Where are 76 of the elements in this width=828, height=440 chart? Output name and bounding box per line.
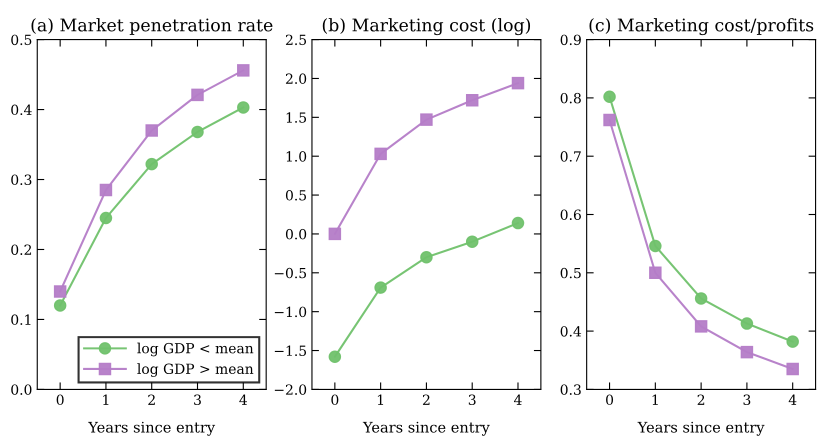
x-tick-label: 0 bbox=[56, 394, 64, 406]
chart-title: (b) Marketing cost (log) bbox=[322, 18, 530, 36]
point bbox=[374, 281, 387, 294]
y-tick-label: 0.1 bbox=[11, 314, 30, 325]
point bbox=[374, 148, 387, 160]
x-tick-label: 4 bbox=[239, 394, 248, 405]
point bbox=[420, 113, 433, 126]
point bbox=[603, 114, 616, 126]
point bbox=[191, 88, 204, 102]
legend-label: log GDP < mean bbox=[137, 342, 254, 356]
y-tick-label: 1.5 bbox=[286, 112, 306, 123]
x-tick-label: 3 bbox=[744, 394, 750, 406]
y-tick-label: 2.0 bbox=[286, 73, 306, 84]
point bbox=[512, 216, 524, 230]
point bbox=[54, 299, 66, 312]
y-tick-label: 0.6 bbox=[560, 209, 581, 220]
y-tick-label: 0.4 bbox=[11, 104, 32, 116]
point bbox=[145, 124, 158, 137]
chart-title: (c) Marketing cost/profits bbox=[590, 18, 814, 36]
legend-label: log GDP > mean bbox=[137, 363, 254, 377]
y-tick-label: −0.5 bbox=[274, 268, 306, 278]
chart-title: (a) Market penetration rate bbox=[31, 18, 272, 35]
x-axis-title: Years since entry bbox=[88, 422, 216, 436]
x-axis-title: Years since entry bbox=[362, 422, 490, 436]
x-tick-label: 2 bbox=[148, 394, 155, 405]
x-axis-title: Years since entry bbox=[638, 422, 764, 436]
y-tick-label: 0.4 bbox=[560, 326, 582, 337]
y-tick-label: 0.5 bbox=[286, 190, 306, 201]
point bbox=[466, 235, 478, 248]
y-tick-label: 0.5 bbox=[11, 34, 32, 46]
point bbox=[694, 292, 708, 305]
point bbox=[649, 266, 662, 280]
y-tick-label: 0.3 bbox=[11, 174, 32, 185]
y-tick-label: −1.5 bbox=[274, 346, 306, 356]
point bbox=[649, 240, 662, 252]
point bbox=[740, 346, 754, 358]
y-tick-label: 0.0 bbox=[11, 384, 32, 395]
y-tick-label: 0.7 bbox=[560, 151, 581, 162]
point bbox=[603, 90, 616, 103]
y-tick-label: 0.9 bbox=[560, 34, 581, 46]
point bbox=[54, 285, 66, 298]
point bbox=[786, 362, 799, 376]
point bbox=[237, 101, 250, 114]
y-tick-label: 0.3 bbox=[560, 384, 581, 395]
y-tick-label: 0.5 bbox=[560, 268, 581, 278]
y-tick-label: 0.0 bbox=[286, 228, 306, 240]
y-tick-label: 0.8 bbox=[560, 92, 581, 104]
x-tick-label: 3 bbox=[468, 394, 476, 406]
x-tick-label: 1 bbox=[378, 394, 384, 405]
x-tick-label: 4 bbox=[788, 394, 796, 405]
x-tick-label: 2 bbox=[422, 394, 430, 405]
y-tick-label: −2.0 bbox=[274, 384, 306, 395]
point bbox=[420, 251, 433, 264]
y-tick-label: −1.0 bbox=[274, 306, 306, 318]
x-tick-label: 1 bbox=[103, 394, 108, 405]
x-tick-label: 0 bbox=[331, 394, 338, 406]
point bbox=[237, 64, 250, 77]
y-tick-label: 0.2 bbox=[11, 244, 32, 255]
point bbox=[145, 158, 158, 170]
x-tick-label: 0 bbox=[606, 394, 614, 406]
point bbox=[191, 126, 204, 138]
y-tick-label: 1.0 bbox=[286, 151, 306, 162]
point bbox=[786, 335, 799, 348]
x-tick-label: 2 bbox=[698, 394, 704, 405]
point bbox=[466, 94, 478, 106]
y-tick-label: 2.5 bbox=[286, 34, 306, 46]
point bbox=[100, 184, 112, 196]
x-tick-label: 1 bbox=[652, 394, 658, 405]
point bbox=[694, 320, 708, 333]
point bbox=[512, 76, 524, 90]
point bbox=[740, 317, 754, 330]
point bbox=[328, 350, 342, 363]
point bbox=[328, 228, 342, 240]
point bbox=[100, 212, 112, 224]
x-tick-label: 3 bbox=[194, 394, 201, 406]
x-tick-label: 4 bbox=[514, 394, 522, 405]
